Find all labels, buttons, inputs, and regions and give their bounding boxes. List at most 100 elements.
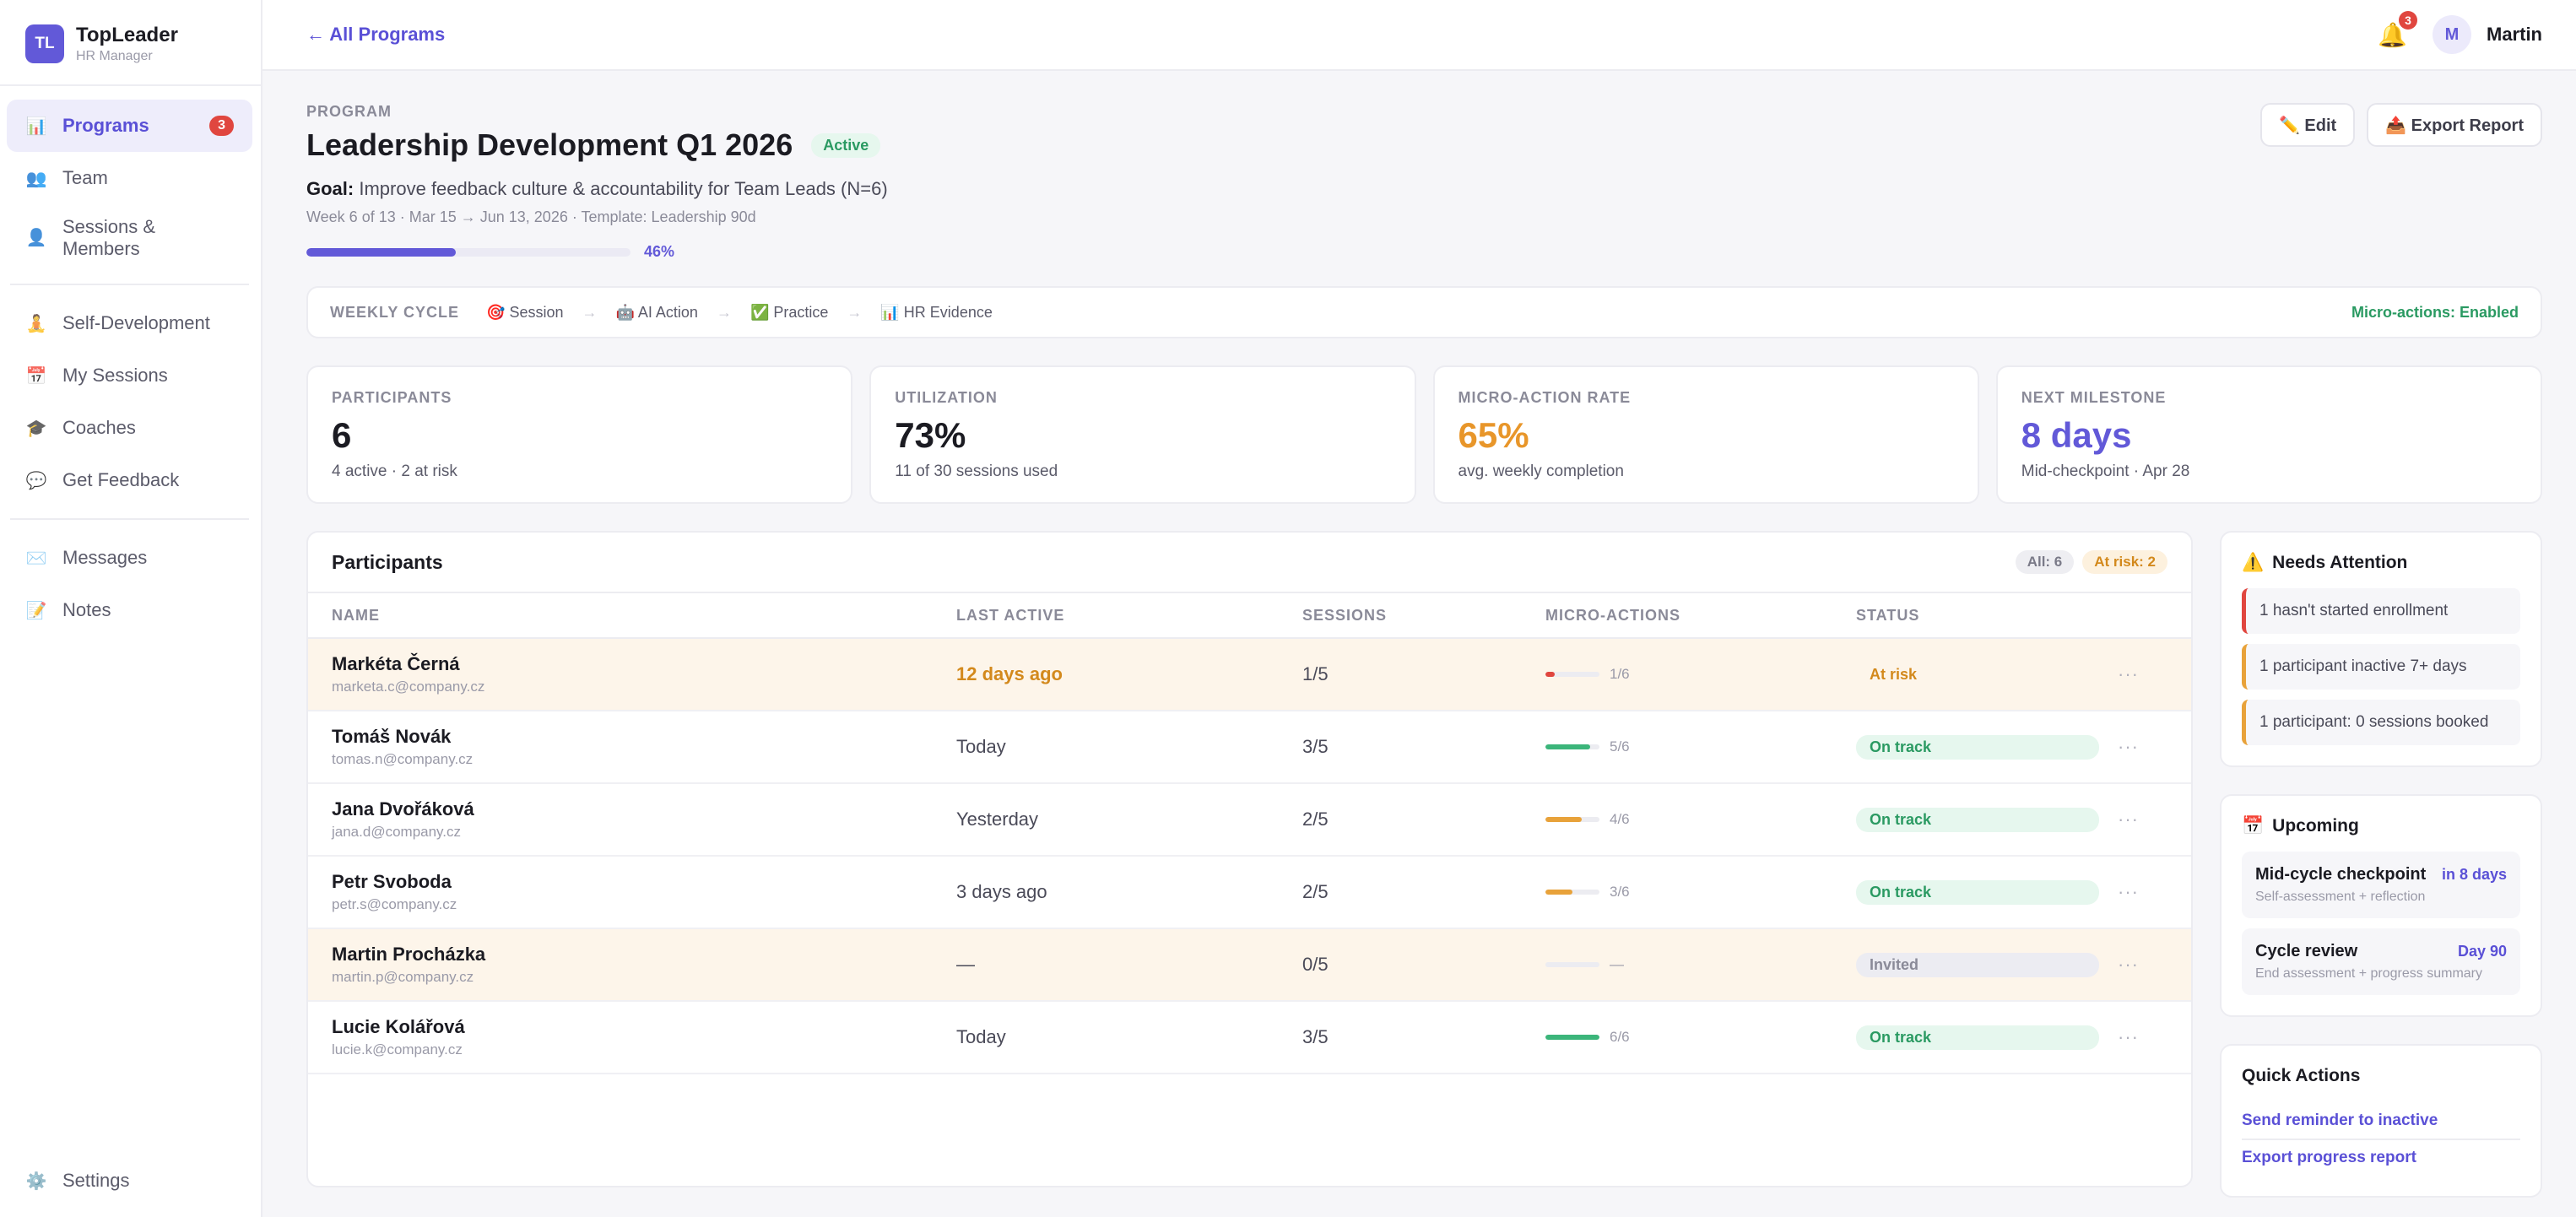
sidebar-item-label: My Sessions [62, 365, 168, 386]
upcoming-title: Upcoming [2272, 816, 2359, 836]
back-to-programs-link[interactable]: ← All Programs [306, 24, 446, 45]
sidebar-item-sessions-members[interactable]: 👤 Sessions & Members [7, 204, 252, 272]
user-icon: 👤 [25, 229, 47, 247]
notification-badge: 3 [2399, 10, 2417, 30]
participant-name: Jana Dvořáková [332, 798, 474, 819]
main: ← All Programs 🔔 3 M Martin PROGRAM Lead… [262, 0, 2576, 1217]
status-cell: At risk [1856, 663, 2118, 687]
status-badge: On track [1856, 879, 2099, 905]
export-progress-link[interactable]: Export progress report [2242, 1139, 2520, 1176]
more-options-icon[interactable]: ··· [2118, 1026, 2139, 1047]
participant-name: Martin Procházka [332, 944, 486, 965]
sidebar-item-get-feedback[interactable]: 💬 Get Feedback [7, 454, 252, 506]
more-options-icon[interactable]: ··· [2118, 881, 2139, 902]
sidebar-item-coaches[interactable]: 🎓 Coaches [7, 402, 252, 454]
chart-icon: 📊 [25, 116, 47, 136]
participant-email: jana.d@company.cz [332, 824, 462, 840]
micro-actions-fill [1545, 1035, 1599, 1040]
brand-name: TopLeader [76, 24, 178, 46]
upcoming-item-sub: Self-assessment + reflection [2255, 890, 2426, 904]
send-reminder-link[interactable]: Send reminder to inactive [2242, 1112, 2438, 1129]
participant-cell: Martin Procházka martin.p@company.cz [332, 944, 956, 986]
programs-count-badge: 3 [209, 116, 234, 136]
stat-label: MICRO-ACTION RATE [1458, 389, 1632, 406]
micro-actions-cell: 5/6 [1545, 738, 1856, 755]
upcoming-item-title: Cycle review [2255, 942, 2358, 960]
stat-sub: avg. weekly completion [1458, 462, 1624, 480]
sidebar-item-my-sessions[interactable]: 📅 My Sessions [7, 349, 252, 402]
sessions-count: 2/5 [1302, 809, 1329, 830]
table-row[interactable]: Tomáš Novák tomas.n@company.cz Today 3/5 5/6… [308, 711, 2191, 784]
stat-card-micro-action-rate: MICRO-ACTION RATE 65% avg. weekly comple… [1432, 365, 1979, 504]
user-name[interactable]: Martin [2487, 24, 2542, 45]
cycle-step-ai-action: 🤖 AI Action [615, 303, 698, 321]
brand: TL TopLeader HR Manager [0, 0, 261, 86]
upcoming-item[interactable]: Mid-cycle checkpoint in 8 days Self-asse… [2242, 852, 2520, 918]
upcoming-item[interactable]: Cycle review Day 90 End assessment + pro… [2242, 928, 2520, 995]
table-row[interactable]: Petr Svoboda petr.s@company.cz 3 days ago 2… [308, 857, 2191, 929]
calendar-icon: 📅 [2242, 816, 2265, 836]
table-row[interactable]: Lucie Kolářová lucie.k@company.cz Today 3/5… [308, 1002, 2191, 1074]
participant-email: petr.s@company.cz [332, 896, 457, 912]
participant-name: Lucie Kolářová [332, 1016, 465, 1037]
sidebar: TL TopLeader HR Manager 📊 Programs 3 👥 T… [0, 0, 262, 1217]
column-header-last-active[interactable]: LAST ACTIVE [956, 606, 1065, 624]
table-row[interactable]: Jana Dvořáková jana.d@company.cz Yesterday… [308, 784, 2191, 857]
stat-sub: Mid-checkpoint · Apr 28 [2021, 462, 2190, 480]
divider [10, 518, 249, 520]
sessions-count: 3/5 [1302, 736, 1329, 757]
more-options-icon[interactable]: ··· [2118, 736, 2139, 757]
sidebar-item-settings[interactable]: ⚙️ Settings [7, 1155, 252, 1207]
stat-card-participants: PARTICIPANTS 6 4 active · 2 at risk [306, 365, 853, 504]
micro-actions-fill [1545, 744, 1591, 749]
sidebar-item-programs[interactable]: 📊 Programs 3 [7, 100, 252, 152]
stat-label: NEXT MILESTONE [2021, 389, 2167, 406]
status-badge: Invited [1856, 952, 2099, 977]
last-active: 3 days ago [956, 881, 1047, 902]
sidebar-item-label: Team [62, 167, 108, 188]
column-header-name[interactable]: NAME [332, 606, 380, 624]
envelope-icon: ✉️ [25, 549, 47, 568]
table-row[interactable]: Martin Procházka martin.p@company.cz — 0/5 —… [308, 929, 2191, 1002]
sidebar-item-notes[interactable]: 📝 Notes [7, 584, 252, 636]
participant-cell: Petr Svoboda petr.s@company.cz [332, 871, 956, 913]
sidebar-item-label: Get Feedback [62, 469, 180, 490]
more-options-icon[interactable]: ··· [2118, 954, 2139, 975]
micro-actions-cell: 4/6 [1545, 811, 1856, 828]
needs-attention-title: Needs Attention [2272, 553, 2408, 572]
filter-chip-all[interactable]: All: 6 [2015, 550, 2075, 574]
sidebar-item-label: Sessions & Members [62, 216, 156, 259]
more-options-icon[interactable]: ··· [2118, 663, 2139, 684]
sidebar-item-messages[interactable]: ✉️ Messages [7, 532, 252, 584]
last-active: Today [956, 736, 1006, 757]
table-row[interactable]: Markéta Černá marketa.c@company.cz 12 days… [308, 639, 2191, 711]
sidebar-item-label: Programs [62, 115, 149, 136]
export-report-button[interactable]: 📤 Export Report [2367, 103, 2542, 147]
avatar[interactable]: M [2433, 15, 2471, 54]
participant-name: Tomáš Novák [332, 726, 452, 747]
attention-item[interactable]: 1 participant inactive 7+ days [2242, 644, 2520, 690]
right-column: ⚠️ Needs Attention 1 hasn't started enro… [2220, 531, 2542, 1198]
micro-actions-cell: 1/6 [1545, 666, 1856, 683]
sidebar-item-self-development[interactable]: 🧘 Self-Development [7, 297, 252, 349]
column-header-status[interactable]: STATUS [1856, 606, 1920, 624]
filter-chip-at-risk[interactable]: At risk: 2 [2082, 550, 2167, 574]
participant-name: Petr Svoboda [332, 871, 452, 892]
attention-item[interactable]: 1 hasn't started enrollment [2242, 588, 2520, 634]
sessions-count: 3/5 [1302, 1026, 1329, 1047]
upcoming-item-when: Day 90 [2457, 943, 2507, 960]
stat-value: 73% [895, 415, 966, 455]
more-options-icon[interactable]: ··· [2118, 809, 2139, 830]
cycle-step-hr-evidence: 📊 HR Evidence [880, 303, 993, 321]
attention-item[interactable]: 1 participant: 0 sessions booked [2242, 700, 2520, 745]
sidebar-item-label: Coaches [62, 417, 136, 438]
edit-button[interactable]: ✏️ Edit [2259, 103, 2356, 147]
sidebar-item-team[interactable]: 👥 Team [7, 152, 252, 204]
column-header-sessions[interactable]: SESSIONS [1302, 606, 1388, 624]
sidebar-item-label: Settings [62, 1170, 130, 1191]
participants-table: Participants All: 6 At risk: 2 NAME LAST… [306, 531, 2193, 1187]
stat-sub: 11 of 30 sessions used [895, 462, 1058, 480]
graduation-cap-icon: 🎓 [25, 419, 47, 438]
column-header-micro-actions[interactable]: MICRO-ACTIONS [1545, 606, 1680, 624]
bell-icon[interactable]: 🔔 3 [2378, 10, 2417, 49]
